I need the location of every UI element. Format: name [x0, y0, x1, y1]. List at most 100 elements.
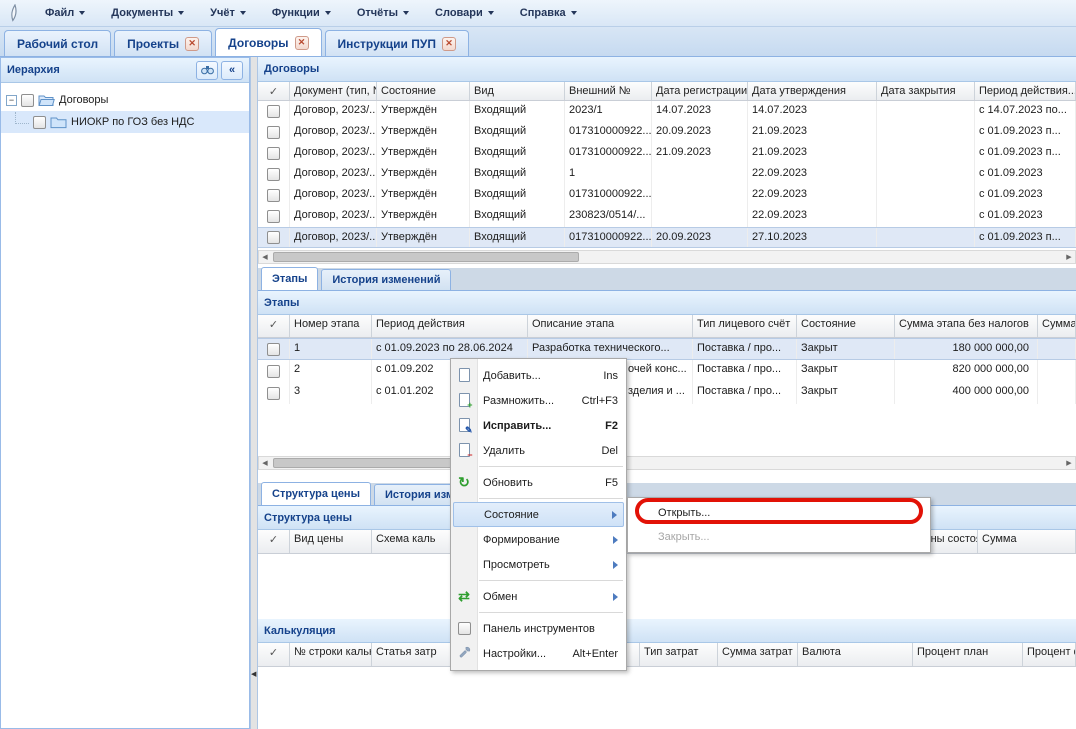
stage-row-selected[interactable]: 1 с 01.09.2023 по 28.06.2024 Разработка … — [258, 338, 1076, 360]
column-header[interactable]: Сумма затрат — [718, 643, 798, 666]
row-checkbox[interactable] — [267, 147, 280, 160]
row-checkbox[interactable] — [267, 189, 280, 202]
close-icon[interactable]: ✕ — [441, 36, 456, 51]
menu-item-clone[interactable]: + Размножить... Ctrl+F3 — [451, 388, 626, 413]
column-header[interactable]: Внешний № — [565, 82, 652, 100]
menu-item-view[interactable]: Просмотреть — [451, 552, 626, 577]
close-icon[interactable]: ✕ — [185, 36, 200, 51]
column-header[interactable]: Тип затрат — [640, 643, 718, 666]
row-checkbox[interactable] — [267, 231, 280, 244]
menu-item-settings[interactable]: Настройки... Alt+Enter — [451, 641, 626, 666]
binoculars-icon — [200, 66, 214, 75]
row-checkbox[interactable] — [267, 364, 280, 378]
column-header[interactable]: № строки калькул — [290, 643, 372, 666]
contract-row[interactable]: Договор, 2023/... Утверждён Входящий 01731… — [258, 122, 1076, 143]
panel-splitter[interactable]: ◀ — [250, 57, 258, 729]
column-header[interactable]: Процент ф — [1023, 643, 1076, 666]
tab-contracts[interactable]: Договоры ✕ — [215, 28, 322, 56]
stage-row[interactable]: 2 с 01.09.202 очей конс... Поставка / пр… — [258, 360, 1076, 382]
menu-item-toolbar[interactable]: Панель инструментов — [451, 616, 626, 641]
tree-checkbox[interactable] — [21, 93, 34, 107]
stages-horizontal-scrollbar[interactable]: ◀ ▶ — [258, 456, 1076, 470]
column-header[interactable]: Дата регистрации. — [652, 82, 748, 100]
column-header[interactable]: Валюта — [798, 643, 913, 666]
scrollbar-thumb[interactable] — [273, 252, 579, 262]
column-header[interactable]: Сумма — [978, 530, 1076, 553]
refresh-icon: ↻ — [458, 474, 470, 490]
menu-reports[interactable]: Отчёты — [346, 4, 420, 22]
menu-item-edit[interactable]: ✎ Исправить... F2 — [451, 413, 626, 438]
scroll-left-icon[interactable]: ◀ — [262, 254, 268, 261]
column-header[interactable]: Дата закрытия — [877, 82, 975, 100]
tab-stages[interactable]: Этапы — [261, 267, 319, 290]
stage-row[interactable]: 3 с 01.01.202 зделия и ... Поставка / пр… — [258, 382, 1076, 404]
column-header[interactable]: Период действия — [372, 315, 528, 337]
select-all-column-header[interactable]: ✓ — [258, 82, 290, 100]
tree-node-contracts[interactable]: − Договоры — [1, 89, 249, 111]
row-checkbox[interactable] — [267, 210, 280, 223]
contract-row[interactable]: Договор, 2023/... Утверждён Входящий 01731… — [258, 143, 1076, 164]
menu-functions[interactable]: Функции — [261, 4, 342, 22]
menu-help[interactable]: Справка — [509, 4, 588, 22]
column-header[interactable]: Сумма этапа без налогов — [895, 315, 1038, 337]
collapse-panel-button[interactable]: « — [221, 60, 243, 80]
select-all-column-header[interactable]: ✓ — [258, 530, 290, 553]
menu-item-state[interactable]: Состояние — [453, 502, 624, 527]
select-all-column-header[interactable]: ✓ — [258, 315, 290, 337]
tab-change-history[interactable]: История изменений — [321, 269, 452, 290]
tab-desktop[interactable]: Рабочий стол — [4, 30, 112, 56]
menu-documents[interactable]: Документы — [100, 4, 195, 22]
menu-item-exchange[interactable]: ⇄ Обмен — [451, 584, 626, 609]
column-header[interactable]: Состояние — [797, 315, 895, 337]
contract-row[interactable]: Договор, 2023/... Утверждён Входящий 2023/… — [258, 101, 1076, 122]
tree-checkbox[interactable] — [33, 115, 46, 129]
column-header[interactable]: Номер этапа — [290, 315, 372, 337]
row-checkbox[interactable] — [267, 105, 280, 118]
menu-accounting[interactable]: Учёт — [199, 4, 257, 22]
contract-row[interactable]: Договор, 2023/... Утверждён Входящий 23082… — [258, 206, 1076, 227]
tab-price-structure[interactable]: Структура цены — [261, 482, 371, 505]
column-header[interactable]: Документ (тип, № — [290, 82, 377, 100]
tab-pup-instructions[interactable]: Инструкции ПУП ✕ — [324, 30, 469, 56]
splitter-collapse-icon[interactable]: ◀ — [251, 671, 257, 678]
column-header[interactable]: Тип лицевого счёт — [693, 315, 797, 337]
hierarchy-panel-header: Иерархия « — [1, 58, 249, 83]
menu-item-delete[interactable]: − Удалить Del — [451, 438, 626, 463]
search-binoculars-button[interactable] — [196, 60, 218, 80]
menu-separator — [451, 495, 626, 502]
menu-file[interactable]: Файл — [34, 4, 96, 22]
scroll-right-icon[interactable]: ▶ — [1066, 460, 1072, 467]
contract-row-selected[interactable]: Договор, 2023/... Утверждён Входящий 01731… — [258, 227, 1076, 248]
tab-projects[interactable]: Проекты ✕ — [114, 30, 213, 56]
column-header[interactable]: Дата утверждения — [748, 82, 877, 100]
row-checkbox[interactable] — [267, 126, 280, 139]
column-header[interactable]: Период действия... — [975, 82, 1076, 100]
tree-node-niokr[interactable]: НИОКР по ГОЗ без НДС — [1, 111, 249, 133]
submenu-item-open[interactable]: Открыть... — [658, 507, 711, 519]
column-header[interactable] — [505, 643, 640, 666]
scroll-right-icon[interactable]: ▶ — [1066, 254, 1072, 261]
column-header[interactable]: Вид — [470, 82, 565, 100]
menu-dictionaries[interactable]: Словари — [424, 4, 505, 22]
menu-separator — [451, 463, 626, 470]
collapse-node-icon[interactable]: − — [6, 94, 17, 106]
contract-row[interactable]: Договор, 2023/... Утверждён Входящий 1 22.… — [258, 164, 1076, 185]
menu-item-refresh[interactable]: ↻ Обновить F5 — [451, 470, 626, 495]
contracts-horizontal-scrollbar[interactable]: ◀ ▶ — [258, 250, 1076, 264]
column-header[interactable]: Состояние — [377, 82, 470, 100]
tree-connector — [15, 112, 29, 124]
row-checkbox[interactable] — [267, 168, 280, 181]
column-header[interactable]: Описание этапа — [528, 315, 693, 337]
close-icon[interactable]: ✕ — [294, 35, 309, 50]
submenu-item-close[interactable]: Закрыть... — [658, 531, 710, 543]
contract-row[interactable]: Договор, 2023/... Утверждён Входящий 01731… — [258, 185, 1076, 206]
column-header[interactable]: Процент план — [913, 643, 1023, 666]
row-checkbox[interactable] — [267, 342, 280, 356]
column-header[interactable]: Вид цены — [290, 530, 372, 553]
row-checkbox[interactable] — [267, 386, 280, 400]
column-header[interactable]: Сумма — [1038, 315, 1076, 337]
menu-item-add[interactable]: Добавить... Ins — [451, 363, 626, 388]
scroll-left-icon[interactable]: ◀ — [262, 460, 268, 467]
menu-item-formation[interactable]: Формирование — [451, 527, 626, 552]
select-all-column-header[interactable]: ✓ — [258, 643, 290, 666]
